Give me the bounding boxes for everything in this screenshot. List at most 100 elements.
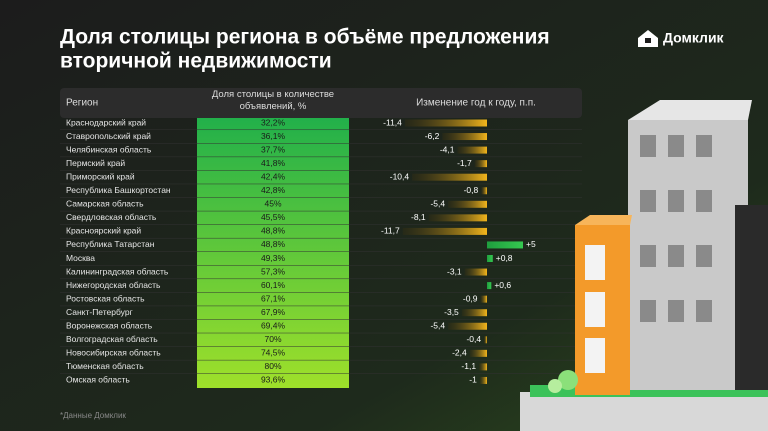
rows: Краснодарский край 32,2% -11,4 Ставропольск… — [60, 117, 582, 385]
share: 48,8% — [261, 226, 286, 236]
change-label: -0,4 — [466, 334, 481, 344]
change-bar — [404, 119, 487, 127]
change-label: -1,1 — [461, 361, 476, 371]
share: 36,1% — [261, 131, 286, 141]
share: 37,7% — [261, 144, 286, 154]
region: Москва — [66, 253, 95, 263]
region: Ставропольский край — [66, 131, 151, 141]
illustration — [520, 100, 768, 431]
change-bar — [457, 146, 487, 154]
share: 93,6% — [261, 375, 286, 385]
column-header: Доля столицы в количестве объявлений, % — [211, 89, 335, 112]
bush — [558, 370, 578, 390]
region: Краснодарский край — [66, 117, 146, 127]
region: Калининградская область — [66, 266, 169, 276]
share: 67,9% — [261, 307, 286, 317]
change-label: -11,4 — [383, 117, 402, 127]
change-label: -1,7 — [457, 158, 472, 168]
region: Воронежская область — [66, 321, 153, 331]
change-bar — [464, 268, 487, 276]
change-bar — [479, 363, 487, 371]
change-bar — [479, 376, 487, 384]
share: 45% — [264, 199, 281, 209]
change-bar — [474, 160, 487, 168]
change-label: -2,4 — [452, 348, 467, 358]
change-label: -10,4 — [390, 171, 410, 181]
column-header: Изменение год к году, п.п. — [416, 98, 536, 109]
change-bar — [487, 282, 492, 290]
region: Ростовская область — [66, 293, 145, 303]
region: Красноярский край — [66, 226, 141, 236]
change-label: -1 — [469, 375, 477, 385]
change-label: -11,7 — [381, 226, 400, 236]
region: Самарская область — [66, 199, 144, 209]
change-bar — [487, 255, 493, 262]
region: Республика Башкортостан — [66, 185, 171, 195]
footnote: *Данные Домклик — [60, 411, 126, 420]
orange-top — [575, 215, 632, 225]
change-bar — [402, 227, 487, 235]
share-header-bg — [197, 88, 349, 118]
title-line: вторичной недвижимости — [60, 50, 332, 73]
change-label: -8,1 — [411, 212, 426, 222]
change-bar — [487, 241, 523, 249]
change-bar — [469, 349, 487, 357]
share: 74,5% — [261, 348, 286, 358]
region: Нижегородская область — [66, 280, 161, 290]
change-bar — [448, 200, 487, 208]
change-label: -3,5 — [444, 307, 459, 317]
bush — [548, 379, 562, 393]
change-label: +0,6 — [494, 280, 511, 290]
windows — [640, 135, 712, 322]
change-label: -3,1 — [447, 266, 462, 276]
region: Пермский край — [66, 158, 125, 168]
change-bar — [448, 322, 487, 330]
region: Волгоградская область — [66, 334, 158, 344]
orange-windows — [585, 245, 605, 373]
change-bar — [480, 295, 487, 303]
share: 70% — [264, 334, 281, 344]
share: 48,8% — [261, 239, 286, 249]
change-bar — [461, 309, 487, 317]
change-bar — [412, 173, 487, 181]
logo-icon-hole — [645, 38, 651, 43]
change-label: -0,9 — [463, 293, 478, 303]
dark-building — [735, 205, 768, 390]
share: 42,8% — [261, 185, 286, 195]
logo: Домклик — [638, 30, 725, 47]
share: 42,4% — [261, 171, 286, 181]
share: 80% — [264, 361, 281, 371]
change-label: -4,1 — [440, 144, 455, 154]
change-bar — [442, 133, 487, 141]
share: 41,8% — [261, 158, 286, 168]
share: 49,3% — [261, 253, 286, 263]
change-label: -5,4 — [430, 321, 445, 331]
change-label: +5 — [526, 239, 536, 249]
column-header-box: Доля столицы в количестве объявлений, % — [211, 89, 335, 112]
column-header: Регион — [66, 98, 98, 109]
share: 67,1% — [261, 293, 286, 303]
share: 32,2% — [261, 117, 286, 127]
change-bar — [481, 187, 487, 195]
logo-text: Домклик — [663, 30, 725, 46]
change-bar — [428, 214, 487, 222]
change-label: +0,8 — [496, 253, 513, 263]
share-column — [197, 118, 349, 388]
share: 45,5% — [261, 212, 286, 222]
share: 57,3% — [261, 266, 286, 276]
title-line: Доля столицы региона в объёме предложени… — [60, 26, 550, 49]
share: 69,4% — [261, 321, 286, 331]
platform — [520, 392, 768, 431]
region: Омская область — [66, 375, 130, 385]
region: Приморский край — [66, 171, 135, 181]
region: Свердловская область — [66, 212, 157, 222]
region: Новосибирская область — [66, 348, 161, 358]
region: Санкт-Петербург — [66, 307, 133, 317]
change-label: -0,8 — [464, 185, 479, 195]
region: Тюменская область — [66, 361, 144, 371]
region: Республика Татарстан — [66, 239, 155, 249]
change-bar — [484, 336, 487, 344]
change-label: -6,2 — [425, 131, 440, 141]
region: Челябинская область — [66, 144, 152, 154]
